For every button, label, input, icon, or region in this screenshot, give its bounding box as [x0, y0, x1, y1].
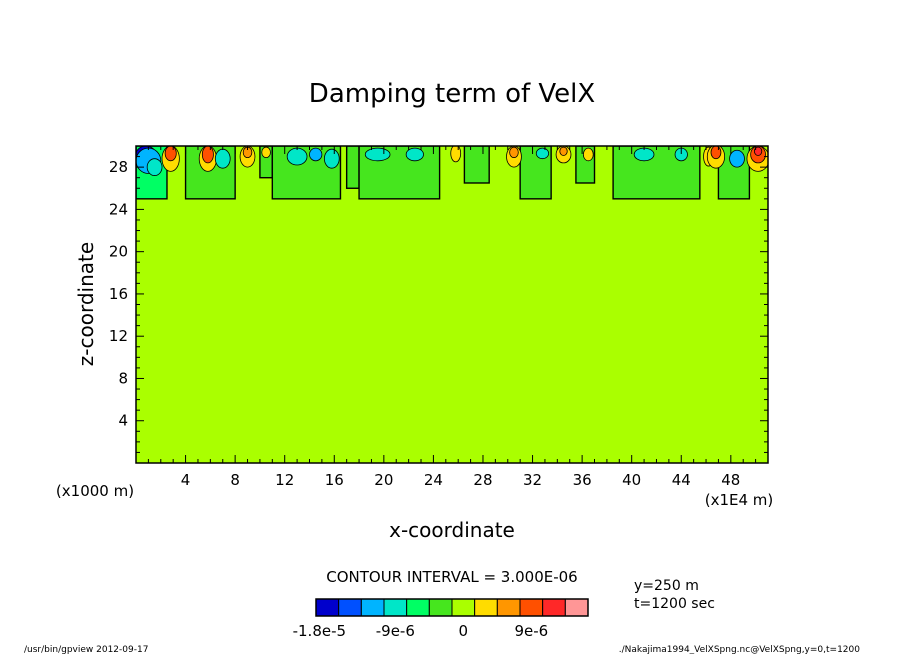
damping-cell-18 [509, 146, 519, 159]
damping-cell-2 [146, 158, 163, 176]
damping-cell-31 [753, 146, 763, 156]
damping-cell-19 [535, 147, 550, 160]
damping-cell-15 [405, 147, 424, 162]
colorbar-swatch-3 [383, 598, 408, 617]
colorbar-swatch-5 [428, 598, 453, 617]
damping-cell-21 [559, 146, 568, 156]
x-tick-label: 16 [325, 471, 344, 489]
time-annotation: t=1200 sec [634, 596, 715, 612]
x-tick-label: 20 [374, 471, 393, 489]
damping-cells [136, 146, 768, 176]
y-tick-label: 20 [109, 243, 128, 261]
colorbar-swatch-2 [360, 598, 385, 617]
colorbar-labels: -1.8e-5 -9e-6 0 9e-6 [293, 622, 549, 640]
colorbar [315, 598, 589, 617]
colorbar-swatch-8 [496, 598, 521, 617]
source-footer: ./Nakajima1994_VelXSpng.nc@VelXSpng,y=0,… [619, 645, 860, 654]
colorbar-swatch-11 [564, 598, 589, 617]
damping-cell-10 [261, 146, 271, 159]
y-axis-ticks: 4 8 12 16 20 24 28 [109, 156, 768, 453]
colorbar-label: 0 [459, 622, 469, 640]
y-tick-label: 8 [118, 369, 128, 387]
position-annotation: y=250 m [634, 578, 699, 594]
damping-cell-27 [710, 146, 722, 160]
x-tick-label: 24 [424, 471, 443, 489]
damping-cell-12 [309, 147, 323, 162]
damping-cell-4 [164, 146, 177, 162]
damping-cell-13 [323, 148, 340, 169]
colorbar-swatch-10 [542, 598, 566, 617]
colorbar-label: -1.8e-5 [293, 622, 346, 640]
damping-cell-6 [201, 146, 214, 164]
x-tick-label: 32 [523, 471, 542, 489]
x-tick-label: 8 [230, 471, 240, 489]
y-tick-label: 24 [109, 200, 128, 218]
y-axis-label: z-coordinate [74, 242, 98, 366]
y-tick-label: 28 [109, 158, 128, 176]
x-tick-label: 44 [672, 471, 691, 489]
damping-cell-22 [582, 147, 594, 162]
y-tick-label: 16 [109, 285, 128, 303]
damping-cell-11 [286, 147, 308, 166]
colorbar-label: -9e-6 [376, 622, 415, 640]
colorbar-swatch-0 [315, 598, 340, 617]
y-tick-label: 12 [109, 327, 128, 345]
x-tick-label: 28 [473, 471, 492, 489]
contour-interval-label: CONTOUR INTERVAL = 3.000E-06 [326, 568, 577, 586]
damping-cell-23 [633, 147, 655, 162]
y-tick-label: 4 [118, 412, 128, 430]
x-tick-label: 48 [721, 471, 740, 489]
x-tick-label: 4 [181, 471, 191, 489]
y-axis-unit: (x1000 m) [56, 482, 134, 500]
damping-cell-16 [450, 146, 462, 163]
x-axis-unit: (x1E4 m) [705, 491, 774, 509]
damping-cell-14 [364, 147, 391, 162]
x-tick-label: 40 [622, 471, 641, 489]
x-tick-label: 12 [275, 471, 294, 489]
x-tick-label: 36 [573, 471, 592, 489]
program-footer: /usr/bin/gpview 2012-09-17 [24, 645, 148, 654]
x-axis-label: x-coordinate [389, 518, 515, 542]
colorbar-frame [315, 598, 589, 617]
x-axis-ticks: 4 8 12 16 20 24 28 32 36 40 44 48 [147, 146, 757, 489]
colorbar-swatch-9 [519, 598, 544, 617]
chart-title: Damping term of VelX [309, 79, 595, 109]
damping-cell-7 [214, 148, 231, 169]
damping-column-6 [463, 146, 490, 184]
colorbar-swatch-4 [406, 598, 430, 617]
damping-cell-28 [729, 149, 745, 168]
colorbar-swatch-1 [338, 598, 362, 617]
colorbar-swatch-7 [474, 598, 498, 617]
damping-column-4 [345, 146, 360, 189]
colorbar-swatch-6 [451, 598, 476, 617]
colorbar-label: 9e-6 [514, 622, 548, 640]
